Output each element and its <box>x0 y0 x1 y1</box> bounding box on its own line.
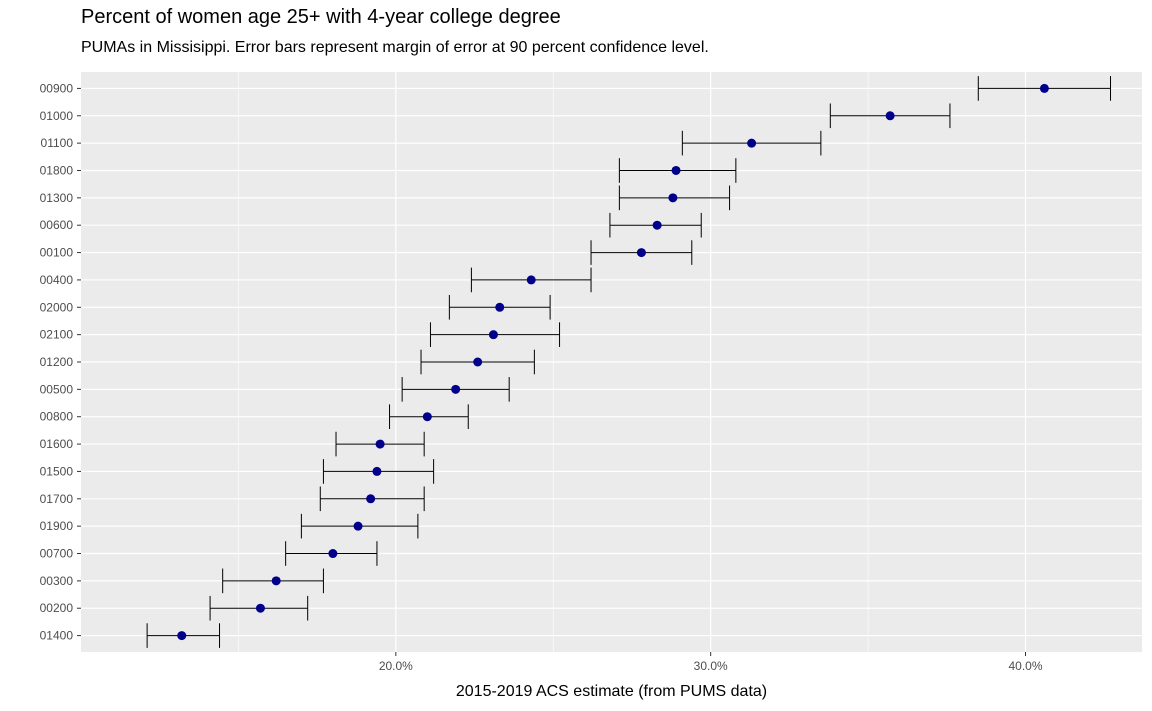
y-tick-label: 00400 <box>40 273 74 287</box>
x-axis-title: 2015-2019 ACS estimate (from PUMS data) <box>456 683 767 700</box>
y-tick-label: 02000 <box>40 300 74 314</box>
data-point <box>636 248 646 258</box>
y-tick-label: 00600 <box>40 218 74 232</box>
data-points <box>177 83 1049 641</box>
x-tick-label: 30.0% <box>694 659 728 673</box>
data-point <box>473 357 483 367</box>
data-point <box>488 330 498 340</box>
data-point <box>671 165 681 175</box>
data-point <box>885 111 895 121</box>
y-tick-label: 01900 <box>40 519 74 533</box>
data-point <box>495 302 505 312</box>
y-tick-label: 01400 <box>40 629 74 643</box>
x-tick-label: 40.0% <box>1008 659 1042 673</box>
data-point <box>255 603 265 613</box>
y-tick-label: 00300 <box>40 574 74 588</box>
data-point <box>372 466 382 476</box>
y-tick-label: 01700 <box>40 492 74 506</box>
y-tick-label: 01600 <box>40 437 74 451</box>
data-point <box>177 631 187 641</box>
chart-title: Percent of women age 25+ with 4-year col… <box>81 6 561 28</box>
x-tick-label: 20.0% <box>379 659 413 673</box>
data-point <box>1039 83 1049 93</box>
x-axis: 20.0% 30.0% 40.0% <box>379 652 1043 673</box>
y-tick-label: 01300 <box>40 191 74 205</box>
data-point <box>271 576 281 586</box>
y-tick-label: 01500 <box>40 464 74 478</box>
y-tick-label: 00700 <box>40 547 74 561</box>
y-tick-label: 01800 <box>40 163 74 177</box>
data-point <box>375 439 385 449</box>
y-tick-label: 01000 <box>40 109 74 123</box>
y-axis: 00900 01000 01100 01800 01300 00600 00100 00400… <box>40 81 81 643</box>
y-tick-label: 00500 <box>40 382 74 396</box>
data-point <box>747 138 757 148</box>
y-tick-label: 00800 <box>40 410 74 424</box>
data-point <box>353 521 363 531</box>
data-point <box>652 220 662 230</box>
data-point <box>668 193 678 203</box>
y-tick-label: 00900 <box>40 81 74 95</box>
data-point <box>328 549 338 559</box>
y-tick-label: 01100 <box>41 136 74 150</box>
error-bars <box>146 76 1112 648</box>
y-tick-label: 00200 <box>40 601 74 615</box>
data-point <box>422 412 432 422</box>
y-tick-label: 01200 <box>40 355 74 369</box>
y-tick-label: 00100 <box>40 246 74 260</box>
chart-subtitle: PUMAs in Missisippi. Error bars represen… <box>81 39 709 56</box>
data-point <box>451 384 461 394</box>
y-tick-label: 02100 <box>40 328 74 342</box>
data-point <box>526 275 536 285</box>
data-point <box>366 494 376 504</box>
